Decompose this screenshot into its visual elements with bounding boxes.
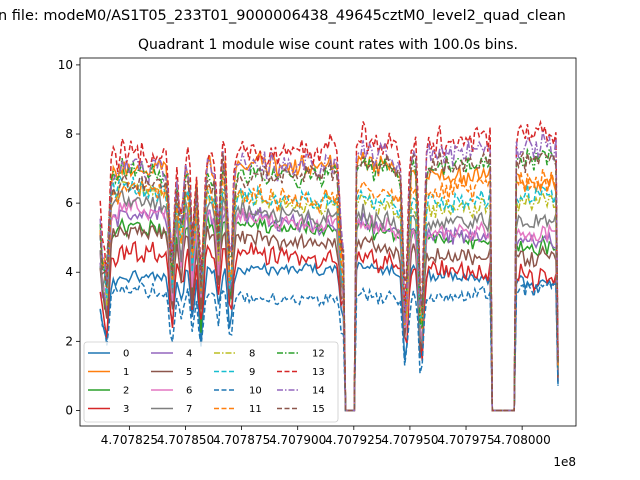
series-line-0	[99, 261, 559, 412]
x-offset-label: 1e8	[553, 455, 576, 469]
legend-label: 4	[186, 349, 192, 360]
legend-label: 3	[123, 404, 129, 415]
legend-label: 9	[249, 367, 255, 378]
legend-label: 14	[312, 386, 325, 397]
y-axis: 0 2 4 6 8 10	[58, 58, 80, 417]
series-line-12	[99, 146, 559, 412]
y-tick-label: 10	[58, 58, 73, 72]
figure-suptitle: n file: modeM0/AS1T05_233T01_9000006438_…	[0, 8, 566, 24]
y-tick-label: 4	[65, 265, 73, 279]
x-tick-label: 4.708000	[494, 433, 551, 447]
legend-label: 12	[312, 349, 325, 360]
legend-label: 7	[186, 404, 192, 415]
series-line-10	[99, 279, 559, 412]
legend-label: 10	[249, 386, 262, 397]
legend-frame	[83, 341, 339, 423]
x-tick-label: 4.707875	[213, 433, 270, 447]
series-line-5	[99, 222, 559, 412]
x-axis: 4.7078254.7078504.7078754.7079004.707925…	[101, 426, 551, 447]
series-line-11	[99, 168, 559, 412]
legend-label: 6	[186, 386, 192, 397]
x-tick-label: 4.707950	[381, 433, 438, 447]
x-tick-label: 4.707975	[437, 433, 494, 447]
y-tick-label: 2	[65, 334, 73, 348]
series-line-2	[99, 214, 559, 412]
y-tick-label: 8	[65, 127, 73, 141]
legend-label: 2	[123, 386, 129, 397]
y-tick-label: 0	[65, 403, 73, 417]
legend-label: 0	[123, 349, 129, 360]
series-line-15	[99, 151, 559, 412]
legend-label: 15	[312, 404, 325, 415]
x-tick-label: 4.707925	[325, 433, 382, 447]
x-tick-label: 4.707900	[269, 433, 326, 447]
series-line-8	[99, 180, 559, 412]
legend-label: 13	[312, 367, 325, 378]
series-line-13	[99, 119, 559, 412]
legend-label: 1	[123, 367, 129, 378]
x-tick-label: 4.707825	[101, 433, 158, 447]
legend-label: 11	[249, 404, 262, 415]
series-layer	[99, 119, 559, 412]
y-tick-label: 6	[65, 196, 73, 210]
series-line-7	[99, 188, 559, 412]
legend-label: 8	[249, 349, 255, 360]
legend-label: 5	[186, 367, 192, 378]
series-line-3	[99, 240, 559, 412]
series-line-14	[99, 131, 559, 412]
series-line-9	[99, 174, 559, 412]
x-tick-label: 4.707850	[157, 433, 214, 447]
plot-frame	[79, 57, 577, 427]
chart-title: Quadrant 1 module wise count rates with …	[138, 37, 518, 53]
